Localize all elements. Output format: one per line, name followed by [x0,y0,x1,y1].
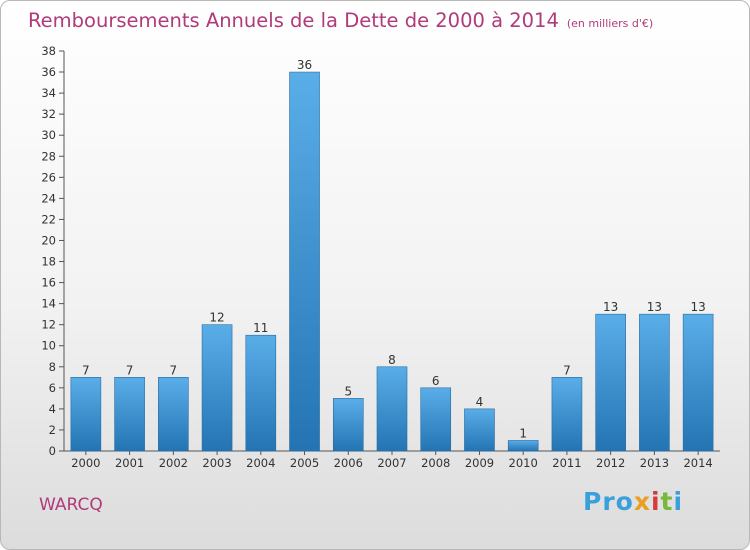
unit-note: (en milliers d'€) [566,17,654,30]
bar-2011 [551,377,583,452]
bar-2004 [245,334,277,452]
data-label-2010: 1 [519,426,527,440]
bar-2009 [464,408,495,452]
y-tick-label: 16 [41,276,56,290]
bar-2000 [70,377,102,452]
data-label-2013: 13 [647,300,662,314]
x-tick-label-2005: 2005 [290,456,319,470]
data-label-2011: 7 [563,363,571,377]
commune-name: WARCQ [39,495,103,515]
proxiti-logo: Proxiti [583,487,683,516]
x-tick-label-2011: 2011 [552,456,581,470]
y-tick-label: 26 [41,170,56,184]
x-tick-label-2012: 2012 [596,456,625,470]
x-tick-label-2010: 2010 [509,456,538,470]
y-tick-label: 22 [41,212,56,226]
y-tick-label: 2 [49,423,56,437]
logo-part-2: x [633,487,651,516]
x-tick-label-2001: 2001 [115,456,144,470]
data-label-2001: 7 [126,363,134,377]
data-label-2004: 11 [253,321,268,335]
y-tick-label: 8 [49,360,56,374]
logo-part-1: Pro [583,487,634,516]
bar-2005 [289,71,320,452]
data-label-2005: 36 [297,58,312,72]
x-tick-label-2000: 2000 [71,456,100,470]
x-tick-label-2008: 2008 [421,456,450,470]
x-tick-label-2009: 2009 [465,456,494,470]
y-tick-label: 4 [49,402,56,416]
data-label-2007: 8 [388,353,396,367]
data-label-2009: 4 [476,395,484,409]
y-tick-label: 28 [41,149,56,163]
y-tick-label: 14 [41,297,56,311]
bar-2002 [158,377,189,452]
y-tick-label: 20 [41,233,56,247]
data-label-2003: 12 [209,311,224,325]
chart-title-text: Remboursements Annuels de la Dette de 20… [28,9,559,32]
y-tick-label: 32 [41,107,56,121]
x-tick-label-2007: 2007 [377,456,406,470]
data-label-2008: 6 [432,374,440,388]
bar-2008 [420,387,452,452]
x-tick-label-2006: 2006 [334,456,363,470]
x-tick-label-2014: 2014 [683,456,712,470]
x-tick-label-2004: 2004 [246,456,275,470]
y-tick-label: 24 [41,191,56,205]
y-tick-label: 18 [41,255,56,269]
logo-part-5: i [673,487,684,516]
chart-title: Remboursements Annuels de la Dette de 20… [28,9,653,32]
logo-part-3: i [650,487,661,516]
bar-2007 [376,366,408,452]
bar-2014 [682,313,714,452]
bar-2010 [507,440,539,452]
bar-2003 [201,324,233,452]
y-tick-label: 38 [41,44,56,58]
data-label-2000: 7 [82,363,90,377]
bar-2013 [639,313,670,452]
data-label-2006: 5 [344,384,352,398]
data-label-2002: 7 [170,363,178,377]
y-tick-label: 36 [41,65,56,79]
x-tick-label-2013: 2013 [640,456,669,470]
x-tick-label-2002: 2002 [159,456,188,470]
y-tick-label: 34 [41,86,56,100]
y-tick-label: 6 [49,381,56,395]
data-label-2012: 13 [603,300,618,314]
logo-part-4: t [660,487,674,516]
bar-2006 [332,398,364,452]
x-tick-label-2003: 2003 [202,456,231,470]
y-tick-label: 12 [41,318,56,332]
y-tick-label: 0 [49,444,56,458]
bar-2001 [114,377,145,452]
data-label-2014: 13 [690,300,705,314]
y-tick-label: 30 [41,128,56,142]
bar-2012 [595,313,626,452]
y-tick-label: 10 [41,339,56,353]
